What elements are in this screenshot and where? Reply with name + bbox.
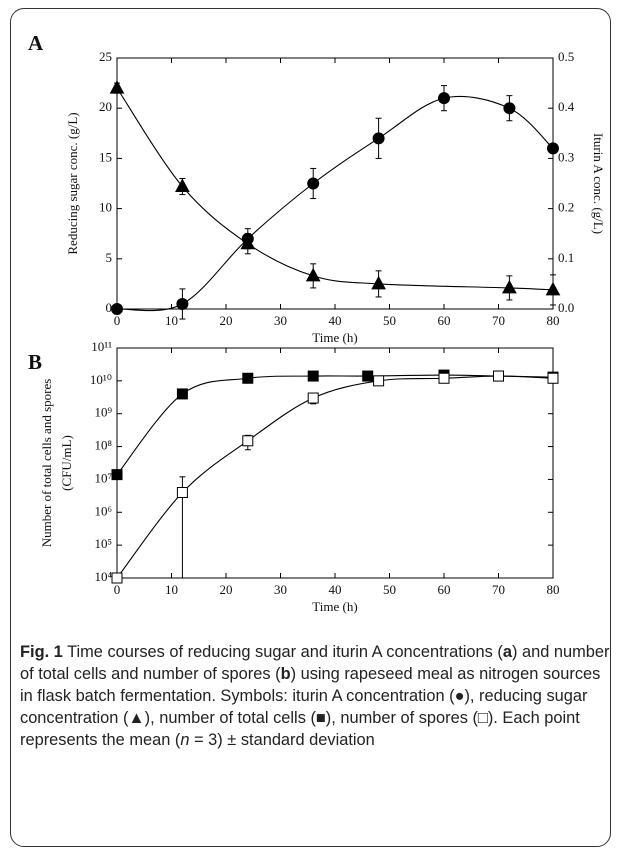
x-tick-label: 20: [220, 313, 233, 328]
x-tick-label: 60: [438, 313, 451, 328]
y2-tick-label: 0.5: [558, 49, 574, 64]
caption-text: n: [180, 731, 190, 749]
data-point: [307, 177, 320, 190]
x-tick-label: 10: [165, 313, 178, 328]
caption-text: a: [502, 643, 512, 661]
y2-tick-label: 0.4: [558, 99, 575, 114]
x-axis-label: Time (h): [312, 330, 357, 345]
figure-frame: [10, 8, 611, 847]
data-point: [502, 279, 517, 294]
data-point: [493, 370, 504, 382]
y-axis-label: (CFU/mL): [59, 435, 74, 491]
data-point: [438, 92, 450, 105]
x-tick-label: 20: [220, 582, 233, 597]
data-point: [371, 275, 386, 290]
figure-caption: Fig. 1 Time courses of reducing sugar an…: [20, 641, 610, 751]
y-tick-label: 20: [99, 99, 112, 114]
y2-tick-label: 0.2: [558, 200, 574, 215]
x-axis-label: Time (h): [312, 599, 357, 614]
y2-tick-label: 0.3: [558, 149, 574, 164]
data-point: [175, 178, 190, 193]
data-point: [307, 370, 319, 382]
data-point: [241, 232, 254, 245]
y-tick-label: 10¹¹: [91, 339, 112, 354]
caption-label: Fig. 1: [20, 643, 63, 661]
y-axis-label: Number of total cells and spores: [39, 379, 54, 548]
y-tick-label: 5: [106, 250, 113, 265]
figure-charts: A 0 10 20 30 40 50 60 70 80 0 5 10 15 20 25 0.0 0.1 0.2 0.3…: [28, 31, 606, 614]
fit-curve: [116, 95, 554, 312]
y-tick-label: 0: [106, 300, 113, 315]
y2-tick-label: 0.1: [558, 250, 574, 265]
y-axis-label: Reducing sugar conc. (g/L): [65, 112, 80, 254]
x-tick-label: 60: [438, 582, 451, 597]
y2-axis-label: Iturin A conc. (g/L): [591, 133, 606, 234]
x-tick-label: 40: [329, 313, 342, 328]
y-tick-label: 25: [99, 49, 112, 64]
data-point: [373, 375, 385, 387]
data-point: [307, 392, 319, 404]
data-point: [176, 487, 188, 499]
caption-text: = 3) ± standard deviation: [189, 731, 375, 749]
x-tick-label: 30: [274, 313, 287, 328]
data-point: [111, 303, 123, 315]
caption-text: b: [280, 665, 291, 683]
data-point: [242, 372, 254, 384]
data-point: [547, 372, 559, 384]
x-tick-label: 80: [547, 313, 560, 328]
panel-label: A: [28, 31, 44, 55]
x-tick-label: 40: [329, 582, 342, 597]
data-point: [176, 388, 188, 400]
data-point: [545, 281, 561, 296]
data-point: [109, 80, 125, 94]
y-tick-label: 10⁴: [94, 569, 112, 584]
data-point: [547, 142, 559, 155]
y-tick-label: 10⁷: [94, 470, 112, 485]
y-tick-label: 10¹⁰: [90, 372, 112, 387]
y-tick-label: 10⁶: [94, 503, 112, 518]
x-tick-label: 80: [547, 582, 560, 597]
caption-text: ) using rapeseed meal as nitrogen source…: [20, 665, 601, 749]
y-tick-label: 10⁵: [94, 536, 112, 551]
data-point: [176, 297, 189, 310]
y-tick-label: 10⁸: [94, 438, 112, 453]
data-point: [362, 370, 374, 382]
data-point: [111, 572, 123, 584]
x-tick-label: 0: [114, 313, 121, 328]
y2-tick-label: 0.0: [558, 300, 574, 315]
data-point: [503, 102, 516, 115]
x-tick-label: 0: [114, 582, 121, 597]
data-point: [372, 132, 385, 145]
panel-label: B: [28, 350, 42, 374]
data-point: [111, 469, 123, 481]
x-tick-label: 30: [274, 582, 287, 597]
y-tick-label: 10⁹: [94, 405, 112, 420]
x-tick-label: 70: [492, 313, 505, 328]
caption-text: ) and number of total cells and number o…: [20, 643, 610, 683]
data-point: [242, 435, 254, 447]
x-tick-label: 50: [383, 313, 396, 328]
data-point: [438, 372, 450, 384]
x-tick-label: 70: [492, 582, 505, 597]
y-tick-label: 15: [99, 149, 112, 164]
y-tick-label: 10: [99, 200, 112, 215]
x-tick-label: 10: [165, 582, 178, 597]
x-tick-label: 50: [383, 582, 396, 597]
caption-text: Time courses of reducing sugar and ituri…: [62, 643, 503, 661]
data-point: [305, 267, 321, 282]
